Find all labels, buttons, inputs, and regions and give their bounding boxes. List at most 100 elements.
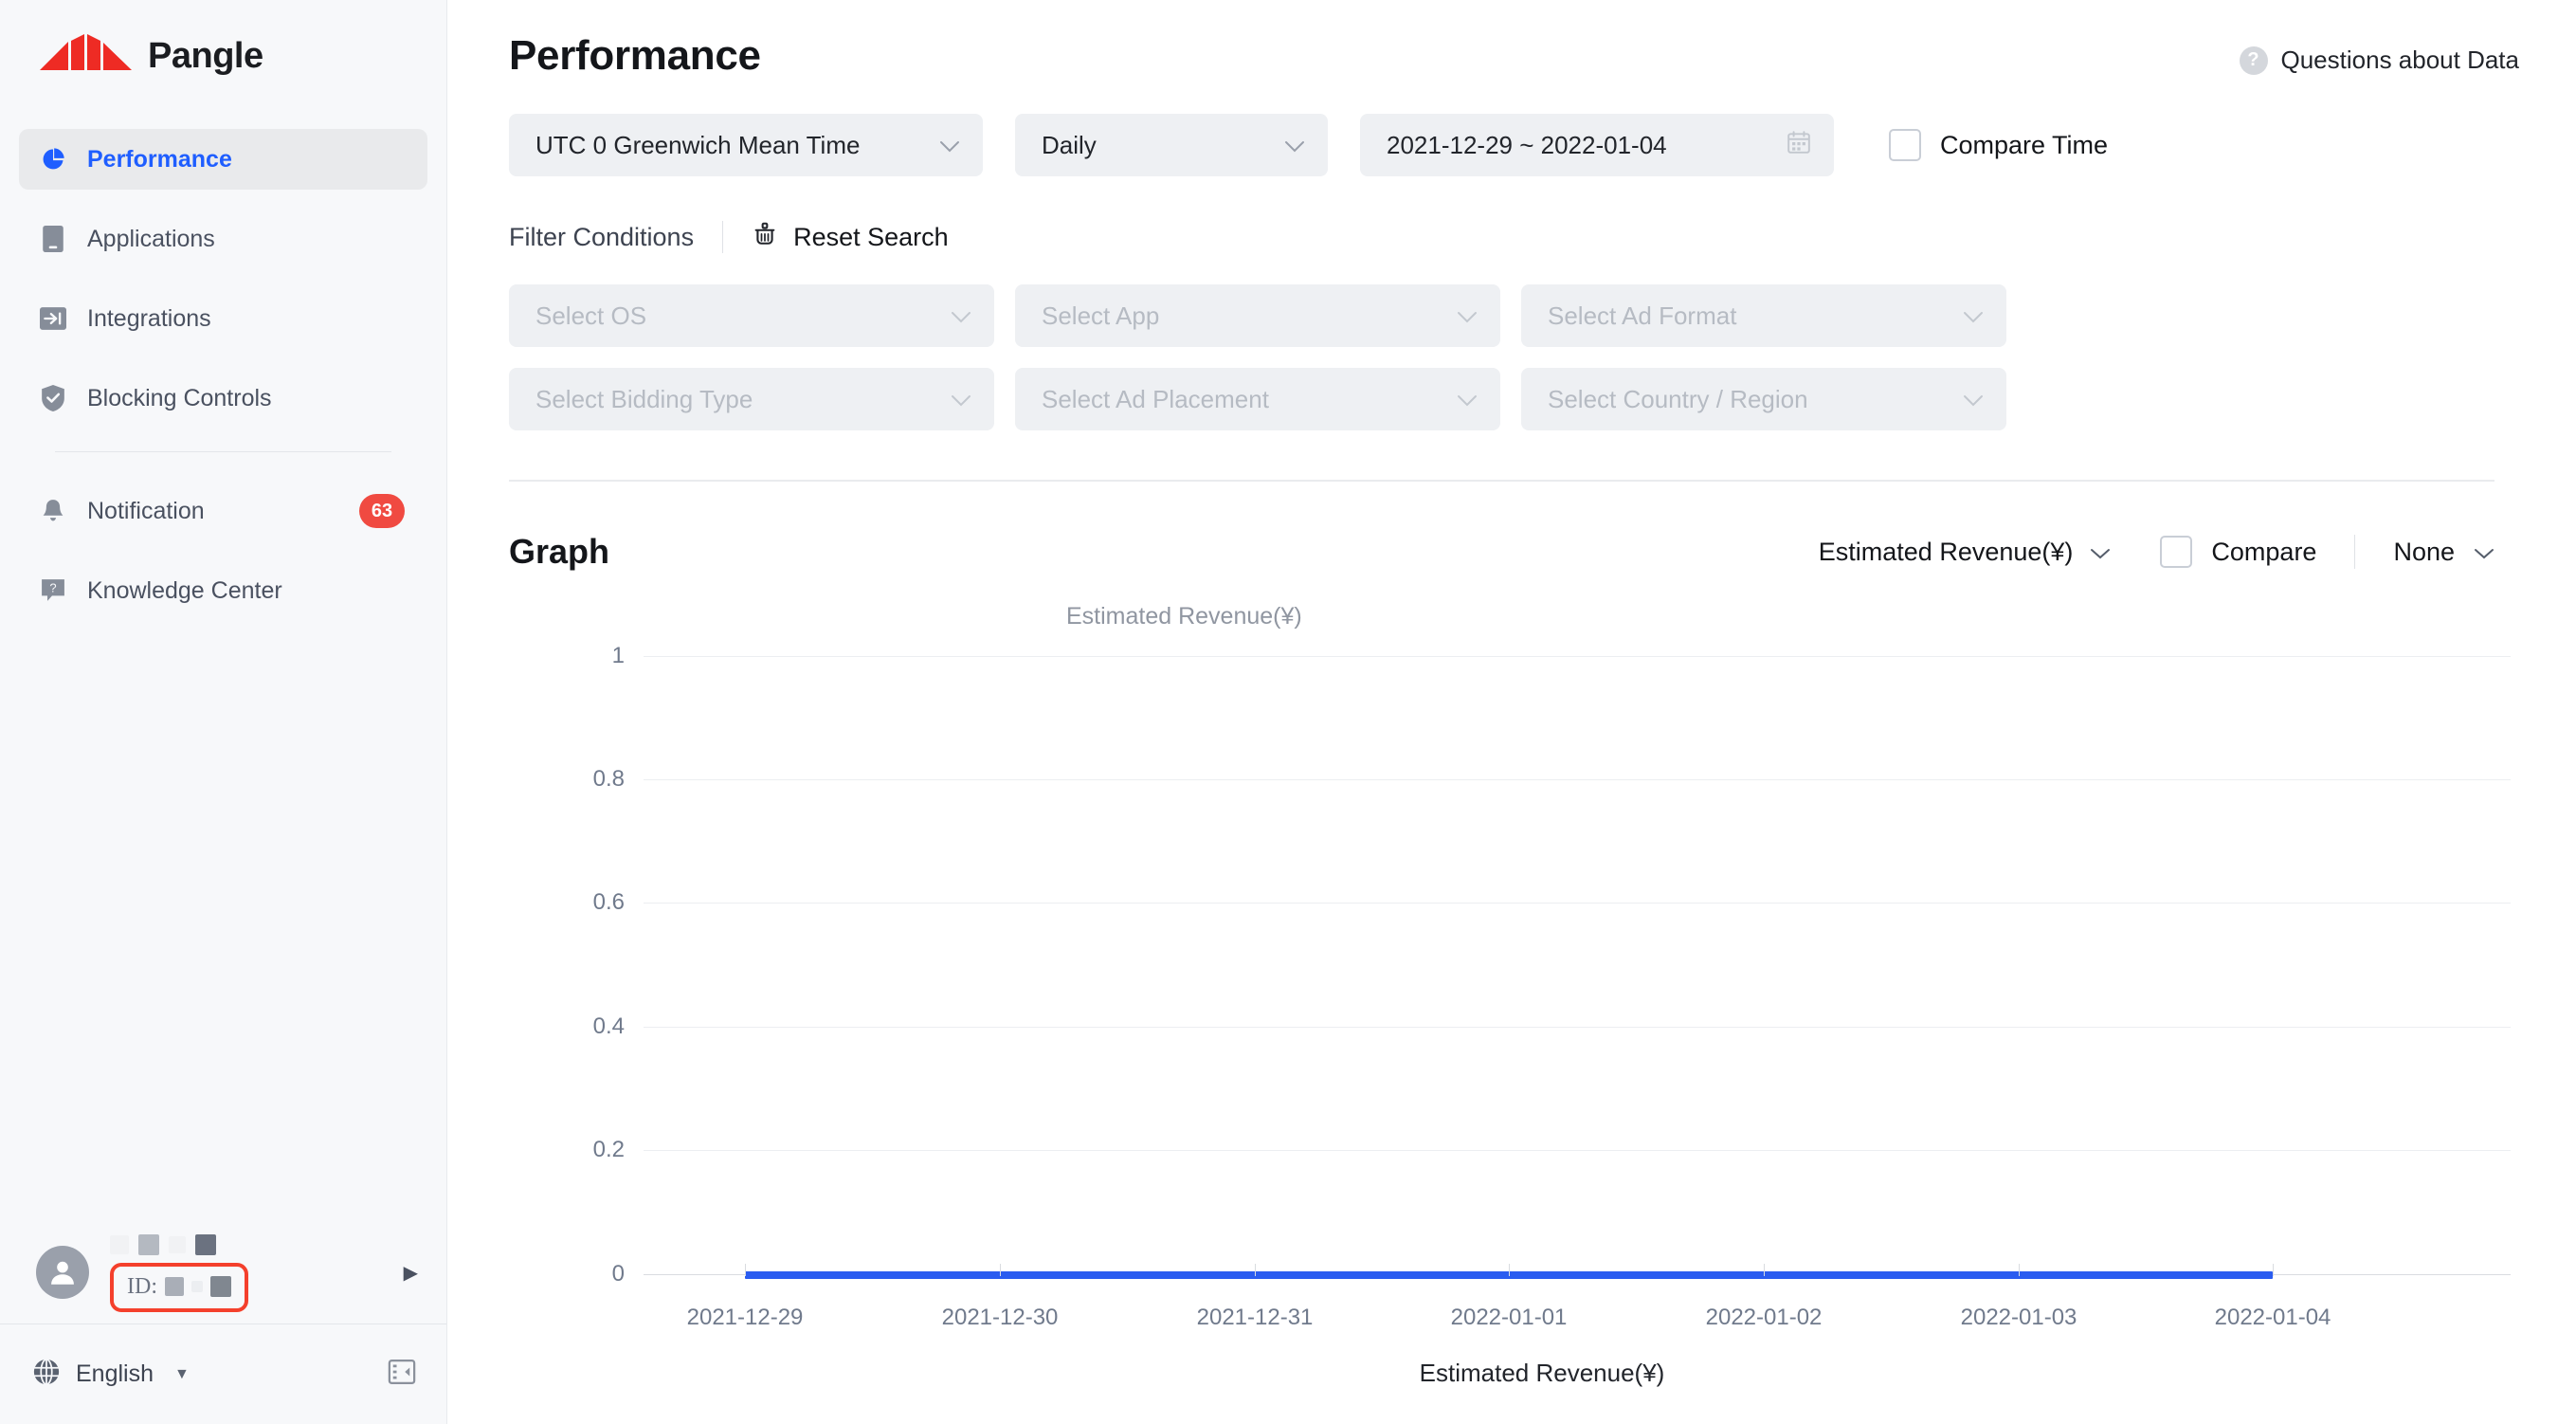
caret-right-icon[interactable]: ▶ — [403, 1262, 418, 1284]
legend-entry-label: Estimated Revenue(¥) — [1419, 1359, 1665, 1387]
x-tick-mark — [2019, 1264, 2020, 1276]
compare-time-label: Compare Time — [1940, 130, 2109, 159]
user-account-block[interactable]: ID: ▶ — [0, 1221, 446, 1324]
select-app[interactable]: Select App — [1015, 284, 1500, 347]
time-controls-row: UTC 0 Greenwich Mean Time Daily 2021-12-… — [447, 114, 2538, 176]
y-axis-tick: 0.6 — [592, 889, 625, 915]
sidebar-item-performance[interactable]: Performance — [19, 129, 427, 190]
user-identity: ID: — [110, 1232, 248, 1312]
globe-icon — [32, 1358, 61, 1391]
select-os[interactable]: Select OS — [509, 284, 994, 347]
sidebar-item-label: Integrations — [87, 304, 211, 332]
broom-icon — [752, 222, 778, 253]
secondary-metric-select[interactable]: None — [2393, 538, 2494, 567]
svg-text:?: ? — [49, 581, 56, 595]
x-axis-tick: 2022-01-03 — [1960, 1305, 2077, 1330]
reset-search-button[interactable]: Reset Search — [752, 222, 949, 253]
select-ad-placement[interactable]: Select Ad Placement — [1015, 368, 1500, 430]
date-range-picker[interactable]: 2021-12-29 ~ 2022-01-04 — [1360, 114, 1834, 176]
graph-header: Graph Estimated Revenue(¥) Compare None — [447, 525, 2538, 578]
select-bidding-type[interactable]: Select Bidding Type — [509, 368, 994, 430]
chevron-down-icon — [2090, 538, 2111, 567]
filter-conditions-header: Filter Conditions Reset Search — [447, 214, 2538, 260]
pangle-logo-icon — [40, 34, 132, 70]
sidebar: Pangle Performance — [0, 0, 447, 1424]
y-axis-tick: 0.8 — [592, 766, 625, 792]
sidebar-footer: English ▼ — [0, 1324, 446, 1424]
pie-chart-icon — [40, 146, 66, 173]
select-os-placeholder: Select OS — [535, 301, 647, 330]
select-ad-placement-placeholder: Select Ad Placement — [1042, 384, 1269, 413]
sidebar-item-label: Performance — [87, 145, 232, 173]
user-name-masked — [110, 1232, 248, 1257]
filter-select-grid: Select OS Select App Select Ad Format Se… — [447, 284, 2504, 430]
chevron-down-icon — [2474, 538, 2494, 567]
bell-icon — [40, 498, 66, 524]
sidebar-item-applications[interactable]: Applications — [19, 209, 427, 269]
divider — [2354, 535, 2356, 569]
help-label: Questions about Data — [2280, 46, 2520, 74]
metric-value: Estimated Revenue(¥) — [1818, 537, 2074, 566]
user-avatar-icon — [36, 1246, 89, 1299]
sidebar-item-label: Blocking Controls — [87, 384, 272, 411]
brand-logo[interactable]: Pangle — [0, 0, 446, 112]
chevron-down-icon — [1261, 131, 1305, 160]
section-divider — [509, 480, 2494, 482]
chevron-down-icon — [1457, 301, 1478, 331]
x-axis-tick: 2021-12-29 — [686, 1305, 804, 1330]
gridline — [644, 1150, 2511, 1151]
select-country-region[interactable]: Select Country / Region — [1521, 368, 2006, 430]
sidebar-item-integrations[interactable]: Integrations — [19, 288, 427, 349]
metric-select[interactable]: Estimated Revenue(¥) — [1819, 538, 2112, 567]
page-title: Performance — [509, 32, 761, 79]
page-header: Performance ? Questions about Data — [447, 0, 2538, 99]
user-id-label: ID: — [127, 1273, 157, 1299]
x-axis-tick: 2022-01-02 — [1705, 1305, 1823, 1330]
sidebar-item-knowledge-center[interactable]: ? Knowledge Center — [19, 560, 427, 621]
compare-label: Compare — [2211, 537, 2317, 566]
chart-legend[interactable]: Estimated Revenue(¥) — [509, 1359, 2575, 1388]
revenue-chart: Estimated Revenue(¥) 1 0.8 0.6 0.4 0.2 0 — [509, 603, 2575, 1387]
x-tick-mark — [1509, 1264, 1510, 1276]
questions-about-data-link[interactable]: ? Questions about Data — [2239, 46, 2520, 75]
chevron-down-icon — [1963, 385, 1984, 414]
x-tick-mark — [2273, 1264, 2274, 1276]
sidebar-item-notification[interactable]: Notification 63 — [19, 481, 427, 541]
gridline — [644, 779, 2511, 780]
y-axis-tick: 0.4 — [592, 1013, 625, 1039]
sidebar-item-blocking-controls[interactable]: Blocking Controls — [19, 368, 427, 429]
timezone-value: UTC 0 Greenwich Mean Time — [535, 130, 861, 159]
select-ad-format[interactable]: Select Ad Format — [1521, 284, 2006, 347]
select-bidding-type-placeholder: Select Bidding Type — [535, 384, 753, 413]
compare-checkbox[interactable] — [2160, 536, 2193, 568]
divider — [722, 221, 724, 253]
granularity-value: Daily — [1042, 130, 1097, 159]
chevron-down-icon — [916, 131, 960, 160]
chevron-down-icon — [1457, 385, 1478, 414]
timezone-select[interactable]: UTC 0 Greenwich Mean Time — [509, 114, 983, 176]
select-app-placeholder: Select App — [1042, 301, 1160, 330]
x-tick-mark — [1764, 1264, 1765, 1276]
chevron-down-icon[interactable]: ▼ — [174, 1365, 190, 1382]
reset-search-label: Reset Search — [793, 222, 949, 251]
user-id-highlight-box[interactable]: ID: — [110, 1263, 248, 1312]
notification-badge: 63 — [359, 494, 405, 528]
calendar-icon — [1768, 130, 1811, 161]
y-axis-tick: 0.2 — [592, 1137, 625, 1162]
compare-time-checkbox-wrap[interactable]: Compare Time — [1889, 129, 2108, 161]
granularity-select[interactable]: Daily — [1015, 114, 1328, 176]
compare-time-checkbox[interactable] — [1889, 129, 1921, 161]
select-ad-format-placeholder: Select Ad Format — [1548, 301, 1737, 330]
filter-conditions-title: Filter Conditions — [509, 222, 695, 251]
main-content: Performance ? Questions about Data UTC 0… — [447, 0, 2576, 1424]
primary-nav: Performance Applications — [0, 112, 446, 621]
select-country-region-placeholder: Select Country / Region — [1548, 384, 1808, 413]
secondary-metric-value: None — [2393, 537, 2455, 566]
collapse-sidebar-icon[interactable] — [388, 1358, 416, 1391]
y-axis-tick: 0 — [611, 1261, 625, 1287]
date-range-value: 2021-12-29 ~ 2022-01-04 — [1387, 130, 1667, 159]
sidebar-item-label: Applications — [87, 225, 215, 252]
chevron-down-icon — [951, 385, 971, 414]
compare-checkbox-wrap[interactable]: Compare — [2160, 536, 2316, 568]
